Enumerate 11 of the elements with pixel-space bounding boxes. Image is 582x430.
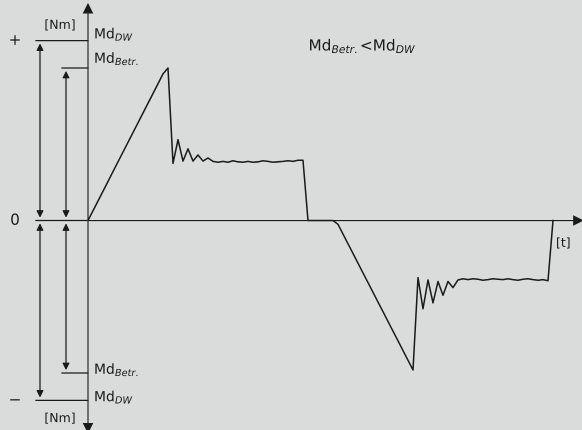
x-axis-title: [t] [557, 237, 570, 248]
text: 0 [11, 213, 19, 225]
text: Md$_{Betr.}$ [95, 52, 138, 66]
text: [Nm] [45, 412, 75, 424]
text: Md$_{DW}$ [95, 28, 132, 41]
text: Md$_{DW}$ [95, 390, 132, 404]
text: Md$_{Betr.}$<Md$_{DW}$ [310, 38, 415, 54]
annotation: Md$_{Betr.}$ [95, 363, 138, 376]
text: − [10, 399, 20, 400]
y-axis-title: [Nm] [45, 19, 75, 30]
text: + [10, 35, 20, 45]
